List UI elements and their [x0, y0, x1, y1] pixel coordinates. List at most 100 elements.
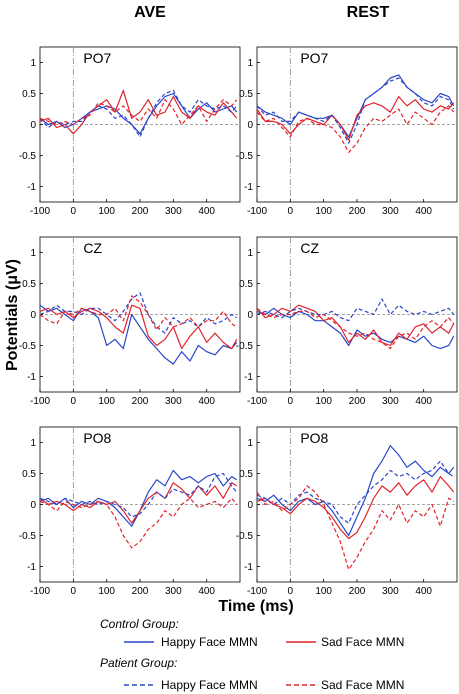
y-tick-label: 1 [30, 58, 36, 69]
legend-label-patient-sad: Sad Face MMN [321, 678, 404, 692]
y-tick-label: 0 [247, 500, 253, 511]
series-patient-sad [39, 99, 238, 126]
x-tick-label: 400 [198, 206, 215, 217]
panel-rest-po8: -1 -0.5 0 0.5 1 -100 0 100 200 300 400 PO8 [236, 426, 458, 597]
x-tick-label: 100 [315, 396, 332, 407]
y-tick-label: -1 [244, 182, 253, 193]
x-tick-label: 300 [382, 206, 399, 217]
y-tick-label: -1 [27, 562, 36, 573]
panel-rest-po7: -1 -0.5 0 0.5 1 -100 0 100 200 300 400 PO7 [236, 46, 458, 217]
series-control-sad [39, 304, 238, 350]
y-tick-label: 0 [247, 120, 253, 131]
column-title-rest: REST [347, 4, 390, 21]
x-tick-label: 200 [349, 586, 366, 597]
x-tick-label: 300 [165, 396, 182, 407]
series-control-happy [256, 74, 455, 138]
x-tick-label: 400 [415, 206, 432, 217]
panel-ave-cz: -1 -0.5 0 0.5 1 -100 0 100 200 300 400 CZ [19, 236, 241, 407]
y-tick-label: 0.5 [22, 469, 36, 480]
panel-rest-cz: -1 -0.5 0 0.5 1 -100 0 100 200 300 400 CZ [236, 236, 458, 407]
y-tick-label: -0.5 [236, 151, 254, 162]
x-tick-label: 400 [198, 396, 215, 407]
y-tick-label: -0.5 [19, 531, 37, 542]
x-tick-label: 300 [382, 586, 399, 597]
y-tick-label: 1 [247, 58, 253, 69]
x-tick-label: 100 [98, 206, 115, 217]
y-tick-label: 0.5 [22, 89, 36, 100]
panel-ave-po8: -1 -0.5 0 0.5 1 -100 0 100 200 300 400 PO8 [19, 426, 241, 597]
x-tick-label: 0 [71, 586, 77, 597]
y-tick-label: 0 [30, 310, 36, 321]
y-tick-label: -0.5 [236, 341, 254, 352]
x-tick-label: 100 [315, 206, 332, 217]
series-patient-sad [256, 485, 455, 571]
x-tick-label: 0 [71, 206, 77, 217]
x-tick-label: 200 [132, 206, 149, 217]
x-tick-label: 0 [288, 586, 294, 597]
column-titles: AVE REST [134, 4, 389, 21]
y-tick-label: -1 [27, 372, 36, 383]
x-tick-label: -100 [30, 586, 50, 597]
x-tick-label: 200 [349, 396, 366, 407]
column-title-ave: AVE [134, 4, 166, 21]
y-tick-label: 1 [247, 248, 253, 259]
y-tick-label: 1 [247, 438, 253, 449]
y-tick-label: 0.5 [22, 279, 36, 290]
x-tick-label: -100 [30, 206, 50, 217]
series-control-sad [256, 96, 455, 141]
series-control-happy [39, 469, 238, 527]
panel-ave-po7: -1 -0.5 0 0.5 1 -100 0 100 200 300 400 PO7 [19, 46, 241, 217]
x-tick-label: 200 [132, 396, 149, 407]
series-control-sad [39, 482, 238, 524]
x-tick-label: 100 [98, 586, 115, 597]
legend-label-patient-happy: Happy Face MMN [161, 678, 258, 692]
x-tick-label: 300 [382, 396, 399, 407]
legend-label-control-happy: Happy Face MMN [161, 635, 258, 649]
y-tick-label: -1 [27, 182, 36, 193]
series-control-sad [256, 304, 455, 347]
x-tick-label: 300 [165, 206, 182, 217]
y-tick-label: 1 [30, 248, 36, 259]
y-tick-label: -1 [244, 372, 253, 383]
channel-label: PO8 [300, 430, 328, 446]
legend-group-control: Control Group: [100, 617, 179, 631]
channel-label: PO7 [83, 50, 111, 66]
series-control-happy [256, 307, 455, 350]
legend: Control Group: Happy Face MMN Sad Face M… [100, 617, 404, 692]
y-tick-label: -1 [244, 562, 253, 573]
x-tick-label: -100 [247, 586, 267, 597]
channel-label: CZ [300, 240, 319, 256]
series-patient-happy [39, 89, 238, 138]
x-tick-label: -100 [247, 396, 267, 407]
series-patient-sad [39, 295, 238, 331]
series-control-sad [256, 476, 455, 540]
y-tick-label: -0.5 [236, 531, 254, 542]
x-tick-label: 400 [198, 586, 215, 597]
y-tick-label: -0.5 [19, 151, 37, 162]
series-patient-happy [256, 298, 455, 322]
x-tick-label: 0 [288, 396, 294, 407]
y-tick-label: 0.5 [239, 89, 253, 100]
series-control-happy [256, 445, 455, 537]
x-tick-label: 0 [71, 396, 77, 407]
panels: -1-0.500.51-100 0 100 200 300 400PO7-1-0.500.… [19, 46, 458, 597]
y-tick-label: 0.5 [239, 469, 253, 480]
y-tick-label: -0.5 [19, 341, 37, 352]
y-tick-label: 0 [247, 310, 253, 321]
series-patient-happy [39, 292, 238, 334]
y-tick-label: 1 [30, 438, 36, 449]
series-control-happy [39, 304, 238, 365]
x-tick-label: -100 [247, 206, 267, 217]
channel-label: CZ [83, 240, 102, 256]
series-patient-sad [256, 105, 455, 153]
y-tick-label: 0 [30, 120, 36, 131]
x-tick-label: 100 [315, 586, 332, 597]
series-control-sad [39, 89, 238, 135]
y-axis-label: Potentials (μV) [4, 259, 21, 371]
y-tick-label: 0.5 [239, 279, 253, 290]
series-patient-happy [256, 77, 455, 144]
series-patient-sad [256, 307, 455, 350]
series-patient-sad [39, 497, 238, 549]
legend-group-patient: Patient Group: [100, 656, 177, 670]
